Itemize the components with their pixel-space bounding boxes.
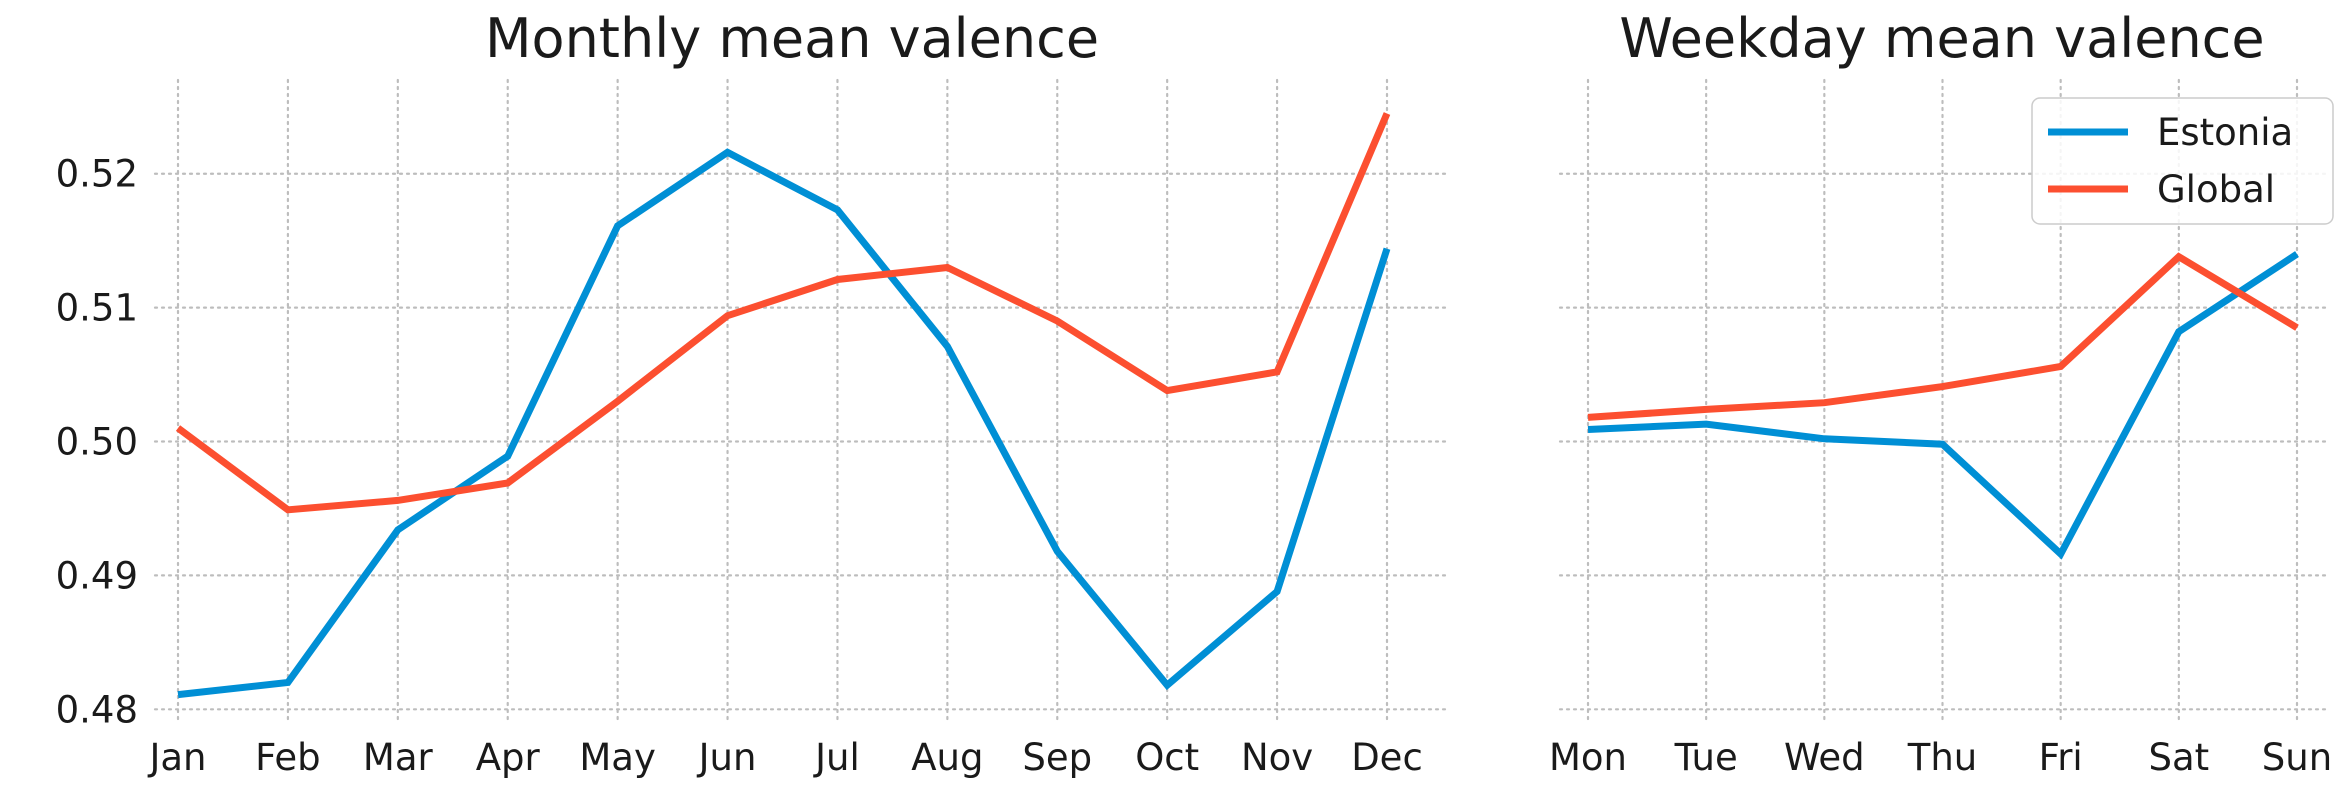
x-tick-label: Mon <box>1549 736 1627 779</box>
weekday-panel: Weekday mean valence Mon Tue Wed Thu Fri Sat S… <box>1549 7 2334 779</box>
x-tick-label: Fri <box>2039 736 2083 779</box>
legend-label-global: Global <box>2157 168 2275 211</box>
series-line-estonia <box>177 148 1391 699</box>
y-tick-label: 0.52 <box>56 153 138 196</box>
y-tick-label: 0.50 <box>56 421 138 464</box>
x-tick-label: Feb <box>255 736 321 779</box>
y-tick-label: 0.49 <box>56 554 138 597</box>
y-tick-label: 0.48 <box>56 688 138 731</box>
series-line-global <box>1587 252 2299 421</box>
x-tick-label: May <box>579 736 656 779</box>
x-tick-label: Jul <box>813 736 860 779</box>
x-tick-label: Sep <box>1022 736 1092 779</box>
x-tick-label: Apr <box>476 736 541 779</box>
x-tick-label: Jun <box>697 736 757 779</box>
x-tick-label: Oct <box>1135 736 1199 779</box>
series-line-global <box>175 112 1391 514</box>
x-tick-label: Tue <box>1674 736 1738 779</box>
monthly-panel: Monthly mean valence 0.48 0.49 0.50 0.51 0.5… <box>56 7 1447 779</box>
x-tick-label: Wed <box>1784 736 1865 779</box>
series-line-estonia <box>1587 251 2299 560</box>
grid <box>153 78 1447 722</box>
chart-title: Monthly mean valence <box>485 7 1099 70</box>
x-tick-label: Nov <box>1241 736 1313 779</box>
y-tick-label: 0.51 <box>56 287 138 330</box>
x-tick-label: Sat <box>2148 736 2209 779</box>
chart-title: Weekday mean valence <box>1619 7 2264 70</box>
x-tick-label: Aug <box>911 736 983 779</box>
x-tick-label: Sun <box>2262 736 2332 779</box>
x-tick-label: Dec <box>1351 736 1423 779</box>
legend-label-estonia: Estonia <box>2157 111 2293 154</box>
legend: Estonia Global <box>2031 97 2334 225</box>
x-tick-label: Jan <box>147 736 206 779</box>
x-tick-label: Mar <box>363 736 434 779</box>
x-tick-label: Thu <box>1907 736 1978 779</box>
